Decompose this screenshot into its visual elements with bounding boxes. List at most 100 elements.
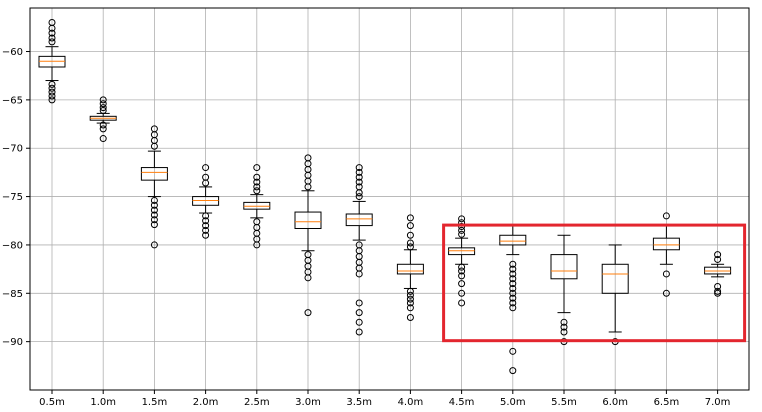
outlier-point <box>304 183 312 191</box>
outlier-point <box>304 309 312 317</box>
outlier-point <box>406 287 414 295</box>
outlier-point <box>202 231 210 239</box>
outlier-point <box>560 328 568 336</box>
outlier-point <box>99 125 107 133</box>
outlier-point <box>509 265 517 273</box>
outlier-point <box>304 274 312 282</box>
outlier-point <box>714 287 722 295</box>
y-tick-label: −80 <box>2 240 23 251</box>
outlier-point <box>355 178 363 186</box>
box-iqr <box>345 213 373 227</box>
outlier-point <box>714 289 722 297</box>
box-iqr <box>601 263 629 294</box>
outlier-point <box>150 142 158 150</box>
outlier-point <box>406 313 414 321</box>
outlier-point <box>509 275 517 283</box>
x-tick-label: 6.5m <box>654 397 680 408</box>
outlier-point <box>355 299 363 307</box>
outlier-point <box>48 29 56 37</box>
box-0.5m <box>38 19 66 104</box>
outlier-point <box>99 107 107 115</box>
outlier-point <box>509 304 517 312</box>
x-tick-label: 0.5m <box>39 397 65 408</box>
outlier-point <box>99 135 107 143</box>
x-tick-label: 4.5m <box>449 397 475 408</box>
outlier-point <box>202 179 210 187</box>
outlier-point <box>202 222 210 230</box>
outlier-point <box>99 121 107 129</box>
outlier-point <box>406 295 414 303</box>
outlier-point <box>355 173 363 181</box>
outlier-point <box>150 241 158 249</box>
box-iqr <box>652 237 680 251</box>
x-tick-label: 3.0m <box>295 397 321 408</box>
outlier-point <box>150 206 158 214</box>
outlier-point <box>48 38 56 46</box>
outlier-point <box>509 284 517 292</box>
box-iqr <box>499 234 527 246</box>
x-tick-label: 7.0m <box>705 397 731 408</box>
outlier-point <box>406 231 414 239</box>
outlier-point <box>458 272 466 280</box>
box-3.0m <box>294 154 322 317</box>
y-tick-label: −85 <box>2 289 23 300</box>
outlier-point <box>99 100 107 108</box>
plot-frame <box>29 7 750 391</box>
outlier-point <box>48 92 56 100</box>
outlier-point <box>150 201 158 209</box>
outlier-point <box>509 299 517 307</box>
outlier-point <box>253 178 261 186</box>
x-tick-label: 1.0m <box>90 397 116 408</box>
outlier-point <box>355 193 363 201</box>
y-tick-label: −70 <box>2 144 23 155</box>
outlier-point <box>662 289 670 297</box>
outlier-point <box>253 164 261 172</box>
box-iqr <box>396 263 424 275</box>
outlier-point <box>202 212 210 220</box>
box-4.0m <box>396 214 424 321</box>
outlier-point <box>48 24 56 32</box>
x-tick-label: 3.5m <box>346 397 372 408</box>
outlier-point <box>458 230 466 238</box>
outlier-point <box>355 270 363 278</box>
outlier-point <box>253 241 261 249</box>
outlier-point <box>355 309 363 317</box>
outlier-point <box>99 96 107 104</box>
y-tick-label: −90 <box>2 337 23 348</box>
outlier-point <box>406 299 414 307</box>
outlier-point <box>509 270 517 278</box>
box-6.0m <box>601 244 629 346</box>
outlier-point <box>458 226 466 234</box>
outlier-point <box>714 255 722 263</box>
outlier-point <box>253 187 261 195</box>
box-2.5m <box>243 164 271 249</box>
x-tick-label: 4.0m <box>398 397 424 408</box>
grid-lines <box>30 8 749 390</box>
box-iqr <box>294 211 322 229</box>
outlier-point <box>509 260 517 268</box>
box-iqr <box>550 254 578 280</box>
outlier-point <box>253 183 261 191</box>
outlier-point <box>99 104 107 112</box>
box-iqr <box>140 167 168 181</box>
outlier-point <box>406 222 414 230</box>
annotation-layer <box>442 223 747 343</box>
outlier-point <box>355 164 363 172</box>
x-tick-label: 5.0m <box>500 397 526 408</box>
highlight-rectangle <box>442 223 747 343</box>
outlier-point <box>202 164 210 172</box>
x-tick-label: 6.0m <box>602 397 628 408</box>
outlier-point <box>662 270 670 278</box>
outlier-point <box>560 323 568 331</box>
outlier-point <box>48 96 56 104</box>
outlier-point <box>458 280 466 288</box>
box-1.0m <box>89 96 117 143</box>
outlier-point <box>406 304 414 312</box>
outlier-point <box>406 243 414 251</box>
box-7.0m <box>704 251 732 297</box>
outlier-point <box>355 328 363 336</box>
outlier-point <box>458 299 466 307</box>
outlier-point <box>355 189 363 197</box>
outlier-point <box>355 318 363 326</box>
outlier-point <box>253 173 261 181</box>
